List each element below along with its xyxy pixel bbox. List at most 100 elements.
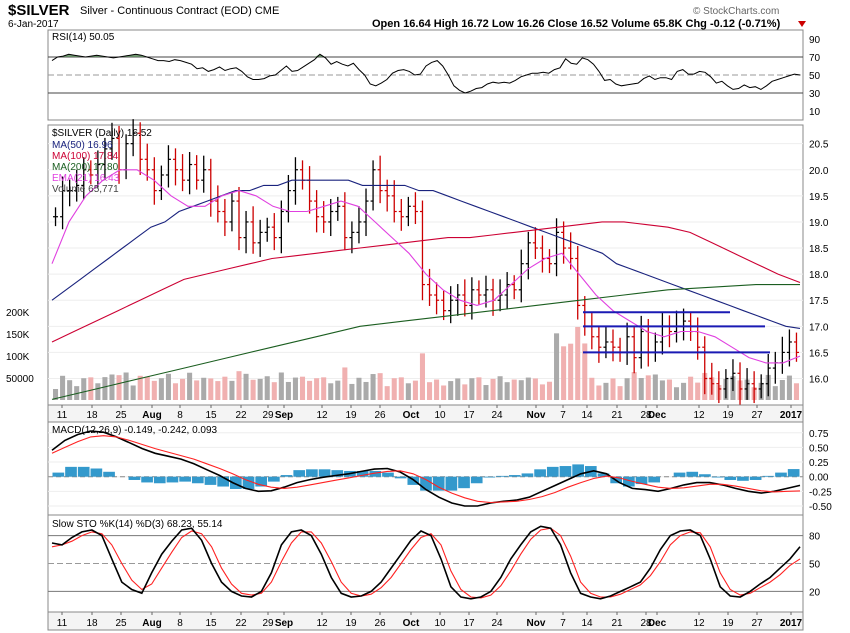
rsi-tick-label: 70 <box>809 53 821 64</box>
xaxis-label: 27 <box>751 618 763 629</box>
volume-bar <box>490 378 496 400</box>
xaxis-label: 14 <box>581 618 593 629</box>
xaxis-label: 18 <box>86 410 98 421</box>
symbol-title: $SILVER <box>8 2 70 19</box>
macd-histogram-bar <box>648 476 661 483</box>
volume-bar <box>476 377 482 400</box>
stockcharts-credit: © StockCharts.com <box>693 6 779 17</box>
xaxis-label: 2017 <box>780 618 803 629</box>
volume-bar <box>398 377 404 400</box>
volume-bar <box>786 375 792 400</box>
rsi-overbought-fill <box>52 54 800 57</box>
macd-histogram-bar <box>775 472 787 477</box>
rsi-tick-label: 50 <box>809 71 821 82</box>
macd-histogram-bar <box>407 476 420 485</box>
volume-bar <box>624 378 630 400</box>
xaxis-label: Oct <box>403 410 420 421</box>
xaxis-label: 19 <box>722 618 734 629</box>
volume-bar <box>391 378 397 400</box>
volume-bar <box>335 380 341 400</box>
volume-bar <box>532 378 538 400</box>
macd-histogram-bar <box>128 476 141 480</box>
volume-bar <box>307 380 313 400</box>
volume-bar <box>405 383 411 400</box>
macd-histogram-bar <box>546 466 559 477</box>
volume-bar <box>151 380 157 400</box>
volume-bar <box>448 381 454 400</box>
macd-histogram-bar <box>268 476 280 482</box>
macd-histogram-bar <box>242 476 255 489</box>
sto-label: Slow STO %K(14) %D(3) 68.23, 55.14 <box>52 519 223 530</box>
volume-bar <box>130 385 136 400</box>
xaxis-label: 28 <box>640 410 652 421</box>
macd-histogram-bar <box>762 475 775 477</box>
macd-histogram-bar <box>166 476 179 483</box>
xaxis-label: 17 <box>463 618 475 629</box>
volume-bar <box>243 373 249 400</box>
macd-histogram-bar <box>306 469 318 477</box>
xaxis-label: Dec <box>648 618 667 629</box>
xaxis-label: 26 <box>374 410 386 421</box>
volume-bar <box>363 381 369 400</box>
macd-histogram-bar <box>470 476 483 484</box>
macd-histogram-bar <box>737 476 749 481</box>
volume-bar <box>257 378 263 400</box>
volume-bar <box>321 377 327 400</box>
volume-bar <box>356 377 362 400</box>
volume-bar <box>546 381 553 400</box>
volume-bar <box>772 386 778 400</box>
volume-bar <box>229 380 235 400</box>
volume-bar <box>554 333 560 400</box>
xaxis-label: Nov <box>527 410 546 421</box>
volume-bar <box>673 387 680 400</box>
macd-histogram-bar <box>318 469 331 477</box>
axis-labels: 90 70 50 30 10 20.5 20.0 19.5 19.0 18.5 18.0 17.5 17… <box>6 35 832 629</box>
xaxis-label: 18 <box>86 618 98 629</box>
macd-histogram-bar <box>724 476 737 480</box>
xaxis-label: 15 <box>205 618 217 629</box>
price-tick-label: 16.5 <box>809 348 829 359</box>
volume-bar <box>285 381 291 400</box>
macd-histogram-bar <box>90 468 103 477</box>
macd-tick-label: -0.50 <box>809 502 832 513</box>
macd-histogram-bar <box>635 476 648 485</box>
ma100-line <box>51 221 801 343</box>
volume-bar <box>370 374 376 400</box>
macd-histogram-bar <box>445 476 458 491</box>
volume-bar <box>441 385 447 400</box>
volume-bar <box>377 373 383 400</box>
volume-bar <box>67 380 73 400</box>
macd-panel <box>47 421 804 516</box>
macd-histogram-bar <box>673 472 686 477</box>
price-tick-label: 19.5 <box>809 192 829 203</box>
xaxis-label: 11 <box>57 410 68 421</box>
sto-tick-label: 80 <box>809 532 821 543</box>
sto-d-line <box>51 527 801 599</box>
macd-tick-label: 0.75 <box>809 429 829 440</box>
xaxis-label: 10 <box>434 618 446 629</box>
xaxis-bottom-strip <box>47 611 804 631</box>
volume-bar <box>250 379 256 400</box>
volume-bar <box>144 376 150 400</box>
volume-bar <box>201 377 207 400</box>
volume-bar <box>511 379 517 400</box>
macd-histogram-bar <box>597 473 610 477</box>
macd-histogram-bar <box>293 470 306 477</box>
volume-bar <box>575 326 581 400</box>
macd-histogram-bar <box>534 469 546 477</box>
volume-bar <box>137 375 143 400</box>
macd-histogram-bar <box>141 476 153 483</box>
chart-date: 6-Jan-2017 <box>8 19 59 30</box>
macd-histogram-bar <box>749 476 762 480</box>
volume-bar <box>222 376 228 400</box>
volume-bar <box>236 371 242 400</box>
price-tick-label: 16.0 <box>809 375 829 386</box>
macd-tick-label: 0.00 <box>809 473 829 484</box>
legend-volume: Volume 65,771 <box>52 184 119 195</box>
volume-bar <box>652 374 658 400</box>
chart-description: Silver - Continuous Contract (EOD) CME <box>80 5 279 17</box>
xaxis-label: 11 <box>57 618 68 629</box>
volume-bar <box>504 382 510 400</box>
macd-histogram-bar <box>458 476 470 489</box>
price-tick-label: 20.0 <box>809 166 829 177</box>
